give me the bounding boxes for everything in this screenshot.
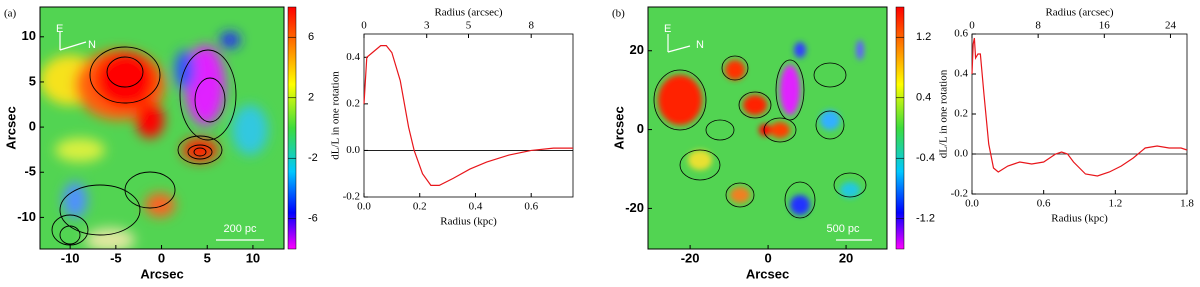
y-tick-label: -0.2 — [343, 191, 360, 203]
scalebar-label: 200 pc — [223, 223, 257, 235]
colorbar-tick-label: -2 — [308, 152, 318, 164]
y-axis-label: Arcsec — [611, 106, 626, 149]
map-image — [40, 7, 284, 249]
y-tick-label: 5 — [29, 73, 36, 88]
x2-tick-label: 5 — [466, 20, 472, 32]
panel-label: (a) — [4, 8, 17, 20]
colorbar — [895, 6, 905, 250]
y-tick-label: 20 — [630, 42, 644, 57]
compass-arrows — [59, 32, 872, 241]
x-tick-label: 0.6 — [524, 201, 538, 213]
x-tick-label: -5 — [110, 250, 122, 265]
scalebar-label: 500 pc — [826, 223, 860, 235]
x-tick-label: 0 — [764, 250, 771, 265]
plot-frame — [363, 33, 574, 198]
x-axis-label: Arcsec — [140, 266, 183, 281]
y-tick-label: 0.2 — [954, 108, 968, 120]
x-axis-label: Radius (kpc) — [1051, 213, 1108, 225]
colorbar — [287, 6, 297, 250]
x2-tick-label: 24 — [1165, 20, 1177, 32]
x-tick-label: 5 — [204, 250, 211, 265]
x-tick-label: 10 — [246, 250, 260, 265]
compass-label: N — [88, 39, 96, 51]
x-tick-label: -20 — [681, 250, 700, 265]
y-tick-label: 0.4 — [954, 68, 968, 80]
x-tick-label: -10 — [61, 250, 80, 265]
colorbar-tick-label: 6 — [308, 31, 314, 43]
data-line — [363, 45, 573, 186]
y-tick-label: 0.4 — [346, 51, 360, 63]
x-tick-label: 0.6 — [1037, 198, 1051, 210]
x-tick-label: 20 — [839, 250, 853, 265]
y-tick-label: 0.0 — [346, 144, 360, 156]
compass-label: N — [696, 39, 704, 51]
y-tick-label: 0.6 — [954, 28, 968, 40]
x2-tick-label: 8 — [1035, 20, 1041, 32]
x-tick-label: 0.0 — [965, 198, 979, 210]
x2-tick-label: 8 — [528, 20, 534, 32]
y-tick-label: -10 — [17, 209, 36, 224]
panel-label: (b) — [612, 8, 625, 20]
colorbar-tick-label: 1.2 — [916, 31, 931, 43]
map-frame — [647, 6, 888, 250]
y-tick-label: -0.2 — [951, 188, 968, 200]
x2-tick-label: 3 — [424, 20, 430, 32]
plot-frame — [971, 33, 1188, 195]
compass-label: E — [56, 23, 63, 35]
x-tick-label: 1.2 — [1108, 198, 1122, 210]
y-axis-label: Arcsec — [3, 106, 18, 149]
map-image — [648, 7, 887, 249]
x-tick-label: 0.0 — [357, 201, 371, 213]
y-tick-label: 0 — [637, 121, 644, 136]
colorbar-tick-label: -0.4 — [916, 152, 935, 164]
compass-label: E — [664, 23, 671, 35]
x2-tick-label: 16 — [1099, 20, 1111, 32]
y-tick-label: -20 — [625, 200, 644, 215]
x2-tick-label: 0 — [361, 20, 367, 32]
x2-axis-label: Radius (arcsec) — [434, 7, 502, 19]
x-tick-label: 0 — [158, 250, 165, 265]
y-axis-label: dL/L in one rotation — [938, 69, 950, 158]
x2-tick-label: 0 — [969, 20, 975, 32]
y-tick-label: 0.0 — [954, 148, 968, 160]
data-line — [971, 37, 1188, 177]
x-axis-label: Arcsec — [746, 266, 789, 281]
line-chart: 0.0 0.6 1.2 1.80 8 16 24-0.20.00.20.40.6Radius… — [938, 7, 1195, 225]
y-tick-label: 0 — [29, 119, 36, 134]
x-tick-label: 1.8 — [1180, 198, 1194, 210]
y-axis-label: dL/L in one rotation — [330, 71, 342, 160]
colorbar-tick-label: 0.4 — [916, 92, 931, 104]
x2-axis-label: Radius (arcsec) — [1045, 7, 1113, 19]
y-tick-label: 0.2 — [346, 97, 360, 109]
x-tick-label: 0.2 — [413, 201, 427, 213]
x-tick-label: 0.4 — [469, 201, 483, 213]
colorbar-tick-label: -6 — [308, 213, 318, 225]
x-axis-label: Radius (kpc) — [440, 216, 497, 228]
y-tick-label: 10 — [22, 28, 36, 43]
colorbar-tick-label: -1.2 — [916, 213, 935, 225]
y-tick-label: -5 — [24, 164, 36, 179]
colorbar-tick-label: 2 — [308, 92, 314, 104]
